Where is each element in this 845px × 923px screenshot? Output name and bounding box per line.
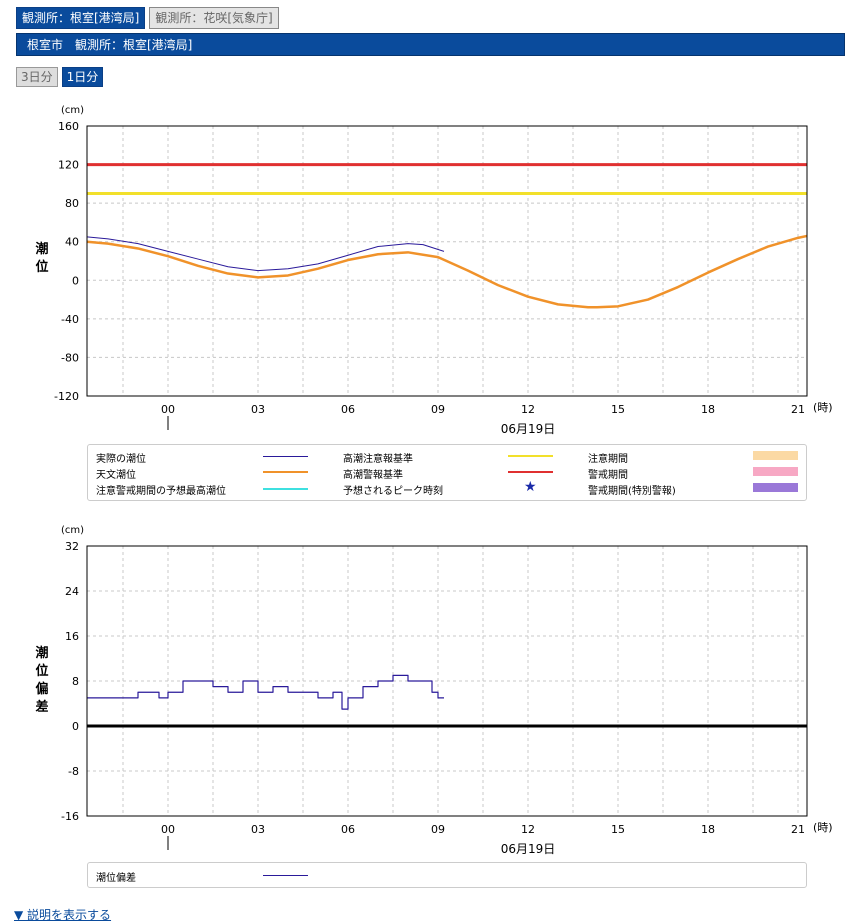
tide-level-chart: 160 120 80 40 0 -40 -80 -120 00 03 06 09 12 15 18 21 (時)… [35, 105, 833, 436]
legend-swatch-advisory-period [753, 451, 798, 460]
y-tick-label: 0 [72, 274, 79, 287]
y-axis-title: 潮位 [35, 241, 48, 275]
legend-swatch-special-warning-period [753, 483, 798, 492]
y-unit-label: (cm) [61, 525, 84, 536]
station-tab-hanasaki[interactable]: 観測所：花咲[気象庁] [149, 7, 279, 29]
legend-label-astronomical: 天文潮位 [96, 470, 136, 481]
legend-label-advisory-period: 注意期間 [588, 454, 628, 465]
y-tick-label: -40 [61, 313, 79, 326]
y-tick-label: 32 [65, 540, 79, 553]
legend-label-peak-time: 予想されるピーク時刻 [343, 486, 443, 497]
date-label: 06月19日 [501, 422, 556, 436]
x-tick-label: 09 [431, 823, 445, 836]
x-tick-label: 06 [341, 403, 355, 416]
y-tick-label: 24 [65, 585, 79, 598]
y-tick-label: 0 [72, 720, 79, 733]
station-tabs: 観測所：根室[港湾局] 観測所：花咲[気象庁] [16, 7, 279, 29]
legend-label-observed: 実際の潮位 [96, 454, 146, 465]
star-icon: ★ [524, 479, 537, 495]
date-label: 06月19日 [501, 842, 556, 856]
legend-swatch-astronomical [263, 471, 308, 473]
y-axis-title: 潮位偏差 [35, 645, 48, 715]
x-tick-label: 06 [341, 823, 355, 836]
x-tick-label: 18 [701, 403, 715, 416]
x-tick-label: 12 [521, 823, 535, 836]
y-tick-label: 120 [58, 159, 79, 172]
legend-label-advisory: 高潮注意報基準 [343, 454, 413, 465]
series-line-0 [86, 236, 445, 272]
y-tick-label: 160 [58, 120, 79, 133]
legend-label-deviation: 潮位偏差 [96, 873, 136, 884]
x-tick-label: 12 [521, 403, 535, 416]
y-tick-label: -120 [54, 390, 79, 403]
y-tick-label: 40 [65, 236, 79, 249]
legend-swatch-warning-period [753, 467, 798, 476]
legend-label-warning: 高潮警報基準 [343, 470, 403, 481]
legend-swatch-predicted-max [263, 488, 308, 490]
legend-swatch-advisory [508, 455, 553, 457]
y-tick-label: -80 [61, 351, 79, 364]
x-tick-label: 03 [251, 403, 265, 416]
x-tick-label: 21 [791, 823, 805, 836]
x-tick-label: 09 [431, 403, 445, 416]
legend-label-special-warning-period: 警戒期間(特別警報) [588, 486, 676, 497]
y-tick-label: 80 [65, 197, 79, 210]
legend-swatch-warning [508, 471, 553, 473]
x-tick-label: 00 [161, 823, 175, 836]
x-tick-label: 15 [611, 823, 625, 836]
x-tick-label: 18 [701, 823, 715, 836]
range-selector: 3日分 1日分 [16, 67, 104, 87]
x-tick-label: 00 [161, 403, 175, 416]
x-tick-label: 15 [611, 403, 625, 416]
legend-tide-deviation: 潮位偏差 [87, 862, 807, 888]
legend-label-predicted-max: 注意警戒期間の予想最高潮位 [96, 486, 226, 497]
x-tick-label: 21 [791, 403, 805, 416]
y-unit-label: (cm) [61, 105, 84, 116]
y-tick-label: 16 [65, 630, 79, 643]
legend-swatch-deviation [263, 875, 308, 876]
page-title: 根室市 観測所：根室[港湾局] [16, 33, 845, 56]
legend-swatch-observed [263, 456, 308, 457]
station-tab-nemuro[interactable]: 観測所：根室[港湾局] [16, 7, 146, 29]
legend-label-warning-period: 警戒期間 [588, 470, 628, 481]
range-1day-button[interactable]: 1日分 [61, 67, 104, 87]
y-tick-label: -16 [61, 810, 79, 823]
plot-frame [86, 125, 808, 397]
plot-frame [86, 545, 808, 817]
show-explanation-link[interactable]: ▼ 説明を表示する [14, 908, 112, 922]
series-line-0 [87, 674, 444, 710]
series-line-1 [86, 234, 808, 309]
x-unit-label: (時) [813, 401, 833, 414]
x-tick-label: 03 [251, 823, 265, 836]
range-3day-button[interactable]: 3日分 [16, 67, 58, 87]
y-tick-label: -8 [68, 765, 79, 778]
tide-deviation-chart: 32 24 16 8 0 -8 -16 00 03 06 09 12 15 18 21 (時) 06月19日 (c… [35, 525, 833, 856]
x-unit-label: (時) [813, 821, 833, 834]
y-tick-label: 8 [72, 675, 79, 688]
legend-tide-level: 実際の潮位 天文潮位 注意警戒期間の予想最高潮位 高潮注意報基準 高潮警報基準 … [87, 444, 807, 501]
